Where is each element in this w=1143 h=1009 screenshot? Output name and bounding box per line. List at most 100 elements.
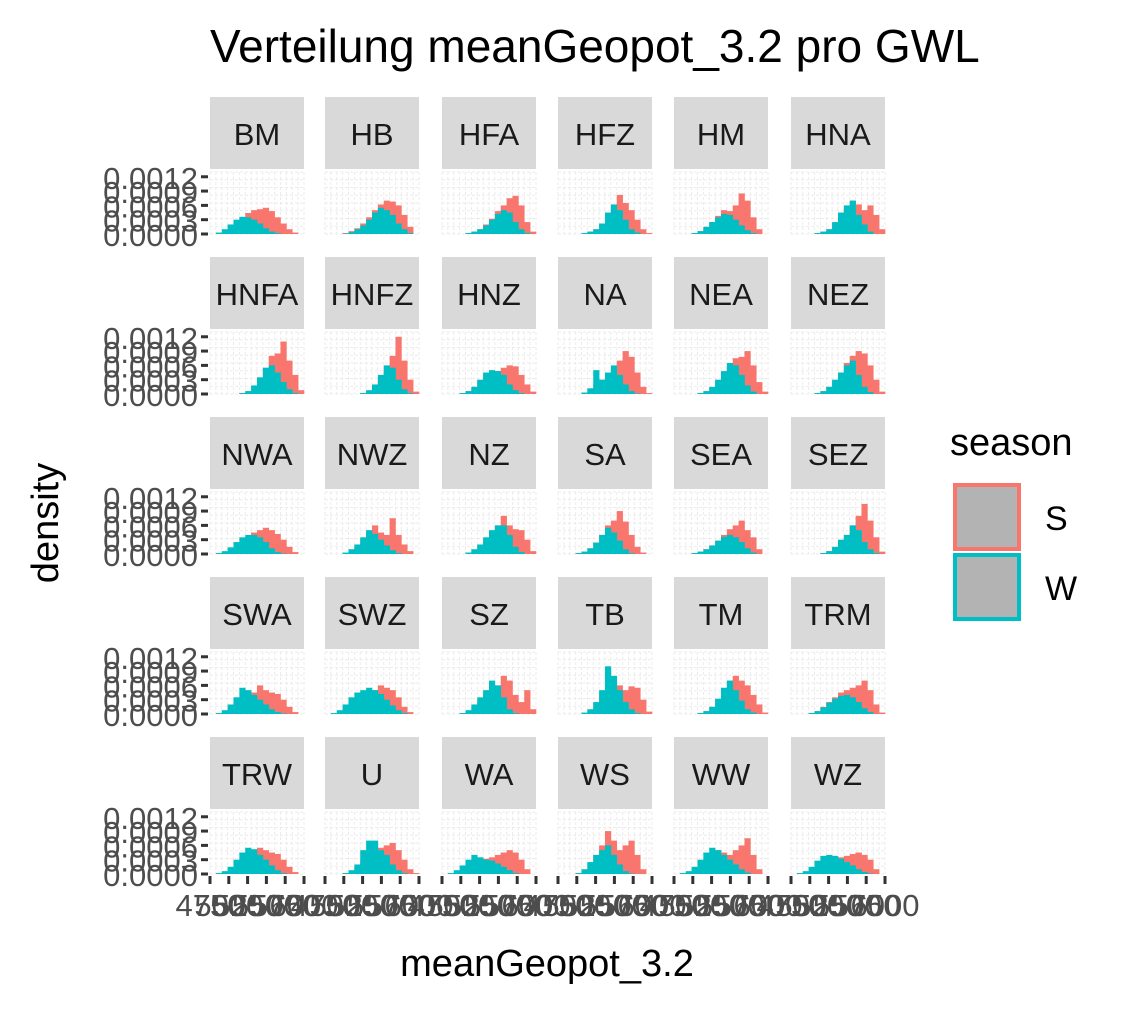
histogram-bar-s — [756, 549, 763, 554]
histogram-bar-w — [709, 386, 716, 394]
histogram-bar-w — [465, 859, 472, 874]
histogram-bar-s — [622, 845, 629, 874]
histogram-bar-w — [726, 680, 734, 714]
histogram-bar-w — [820, 707, 827, 714]
histogram-bar-s — [292, 374, 299, 394]
facet-strip — [558, 97, 652, 169]
histogram-bar-w — [348, 549, 355, 554]
x-tick-label: 6000 — [270, 888, 339, 923]
facet-u: U — [324, 737, 420, 875]
histogram-bar-w — [861, 542, 868, 554]
histogram-bar-w — [616, 540, 623, 554]
histogram-bar-w — [377, 374, 385, 394]
histogram-bar-s — [634, 854, 641, 874]
histogram-bar-w — [843, 205, 851, 234]
histogram-bar-w — [861, 224, 868, 234]
histogram-bar-s — [512, 366, 519, 394]
histogram-bar-w — [262, 859, 270, 874]
histogram-bar-s — [268, 530, 275, 554]
facet-bm: BM — [209, 97, 305, 235]
histogram-bar-w — [377, 539, 385, 554]
histogram-bar-w — [610, 204, 618, 234]
histogram-bar-w — [500, 210, 507, 234]
facet-strip — [325, 417, 419, 489]
histogram-bar-w — [257, 537, 264, 554]
histogram-bar-s — [395, 534, 402, 554]
histogram-bar-w — [354, 229, 361, 234]
histogram-bar-w — [599, 850, 606, 874]
histogram-bar-s — [500, 852, 507, 874]
histogram-bar-w — [855, 869, 862, 874]
facet-strip — [791, 257, 885, 329]
histogram-bar-w — [732, 219, 739, 234]
facet-strip-label: HNZ — [457, 277, 521, 312]
histogram-bar-w — [826, 229, 833, 234]
histogram-bar-s — [524, 690, 531, 714]
histogram-bar-w — [268, 548, 275, 554]
histogram-bar-s — [268, 211, 275, 234]
y-tick-label: 0.0012 — [103, 321, 198, 356]
histogram-bar-s — [395, 850, 402, 874]
histogram-bar-w — [832, 546, 839, 554]
histogram-bar-w — [477, 229, 484, 234]
histogram-bar-s — [744, 351, 751, 394]
histogram-bar-w — [855, 530, 862, 554]
histogram-bar-w — [703, 226, 710, 234]
histogram-bar-w — [389, 705, 396, 714]
histogram-bar-w — [348, 232, 355, 234]
x-tick-label: 5750 — [832, 888, 901, 923]
histogram-bar-w — [389, 367, 396, 394]
histogram-bar-w — [575, 873, 582, 874]
facet-strip — [210, 257, 304, 329]
histogram-bar-w — [697, 713, 704, 714]
facet-strip-label: NWA — [221, 437, 292, 472]
histogram-bar-w — [721, 213, 728, 234]
histogram-bar-w — [354, 544, 361, 554]
histogram-bar-s — [616, 850, 623, 874]
histogram-bar-w — [506, 384, 513, 394]
histogram-bar-s — [268, 852, 275, 874]
histogram-bar-w — [336, 710, 343, 714]
histogram-bar-s — [286, 706, 293, 714]
x-tick-label: 5750 — [251, 888, 320, 923]
histogram-bar-w — [489, 530, 496, 554]
histogram-bar-s — [762, 391, 769, 394]
histogram-bar-s — [512, 529, 519, 554]
y-tick-label: 0.0003 — [103, 684, 198, 719]
x-tick-label: 5000 — [658, 888, 727, 923]
facet-strip-label: SEA — [690, 437, 752, 472]
facet-strip-label: SWZ — [338, 597, 407, 632]
histogram-bar-w — [477, 379, 484, 394]
histogram-bar-w — [721, 371, 728, 394]
histogram-bar-s — [530, 391, 537, 394]
histogram-bar-w — [494, 213, 502, 234]
histogram-bar-w — [459, 713, 466, 714]
histogram-bar-s — [640, 699, 647, 714]
facet-strip — [558, 577, 652, 649]
facet-trw: TRW — [209, 737, 305, 875]
histogram-bar-w — [227, 866, 234, 874]
facet-strip-label: SA — [584, 437, 626, 472]
histogram-bar-w — [465, 233, 472, 234]
histogram-bar-w — [628, 553, 635, 554]
histogram-bar-w — [257, 377, 264, 394]
histogram-bar-w — [494, 863, 502, 874]
histogram-bar-s — [750, 537, 757, 554]
facet-hna: HNA — [790, 97, 886, 235]
histogram-bar-w — [366, 219, 373, 234]
histogram-bar-s — [622, 203, 629, 234]
histogram-bar-w — [348, 697, 355, 714]
histogram-bar-w — [832, 855, 839, 874]
histogram-bar-w — [593, 370, 600, 394]
histogram-bar-w — [826, 702, 833, 714]
histogram-bar-w — [622, 702, 629, 714]
histogram-bar-w — [691, 553, 698, 554]
facet-panels: BM HB HFA HFZ HM HNA HNFA HNFZ HNZ NA NEA NEZ NWA NWZ… — [209, 97, 886, 875]
legend-label-s: S — [1045, 500, 1068, 538]
histogram-bar-w — [500, 697, 507, 714]
histogram-bar-w — [453, 870, 460, 874]
histogram-bar-s — [628, 840, 635, 874]
histogram-bar-w — [605, 666, 612, 714]
histogram-bar-w — [709, 706, 716, 714]
x-tick-label: 4750 — [524, 888, 593, 923]
